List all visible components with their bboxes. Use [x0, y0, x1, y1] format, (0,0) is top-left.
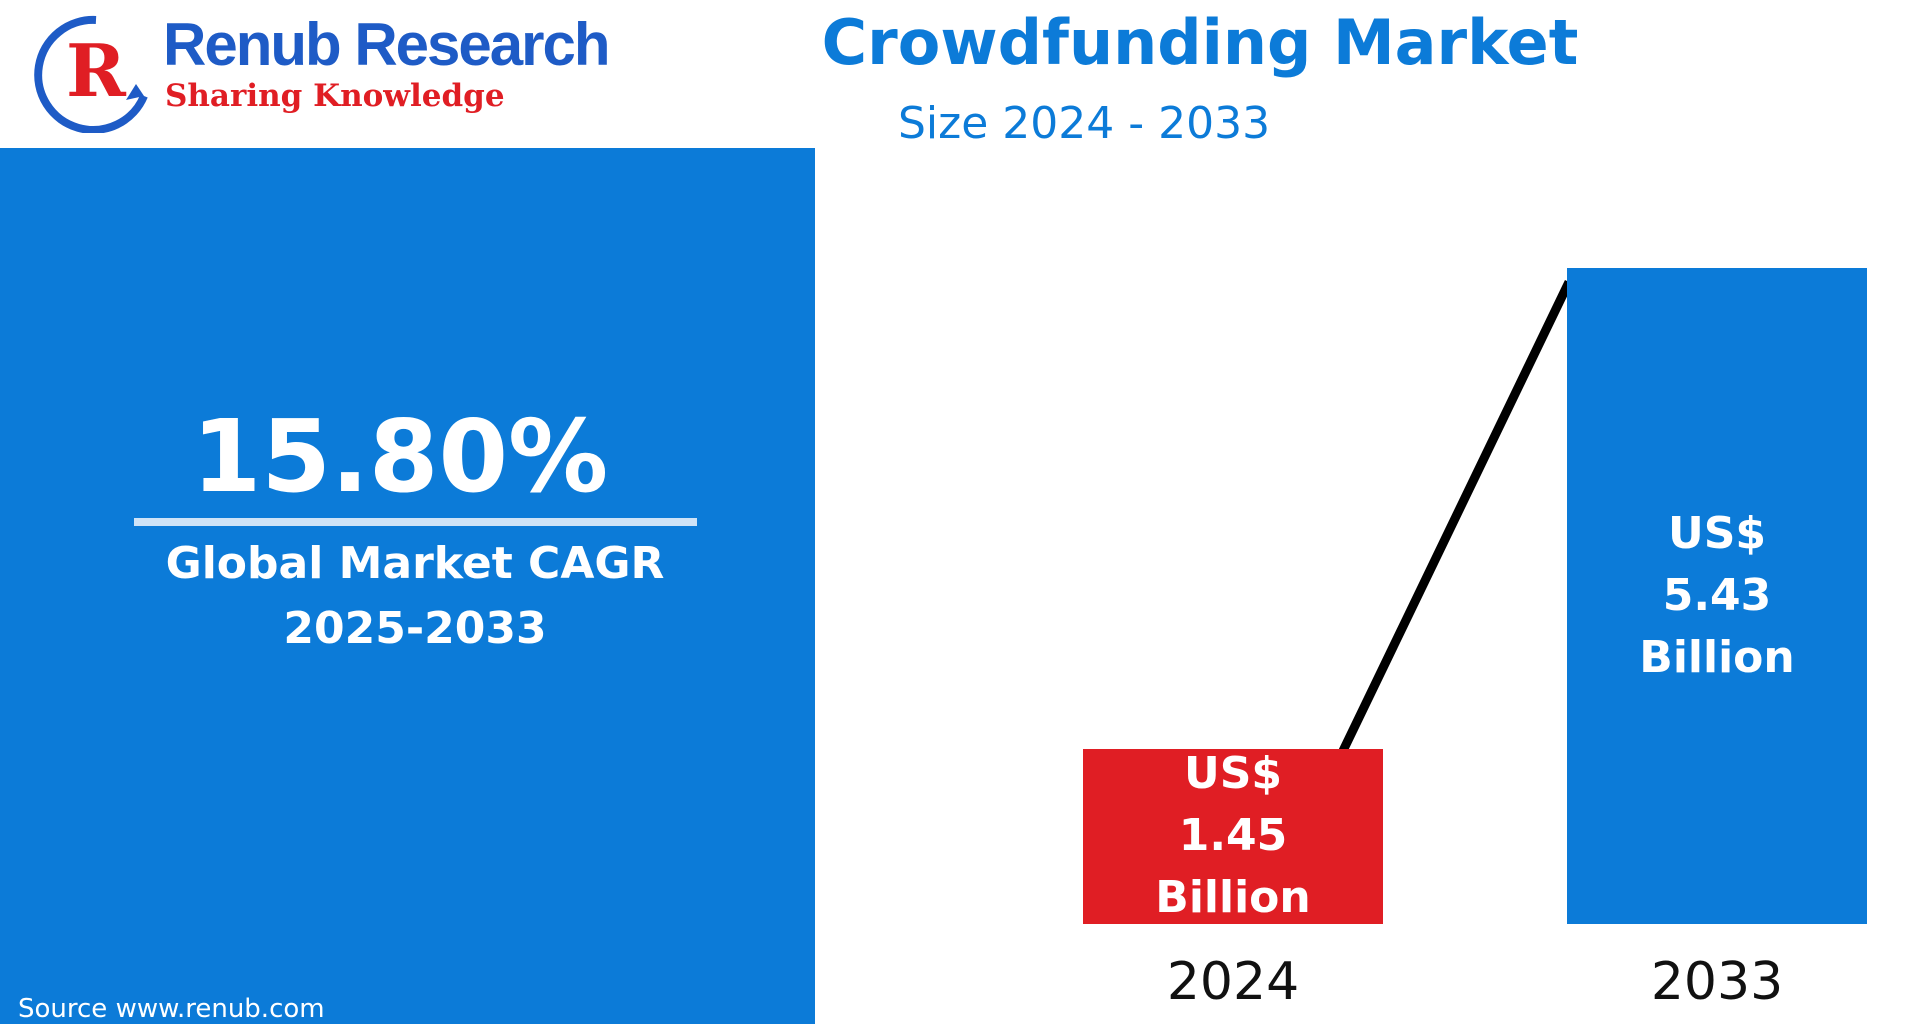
chart-subtitle: Size 2024 - 2033 [898, 98, 1271, 149]
value-label: US$ 5.43 Billion [1639, 508, 1795, 683]
x-tick-label: 2033 [1650, 952, 1784, 1012]
value-label: US$ 1.45 Billion [1155, 748, 1311, 924]
svg-text:R: R [66, 28, 127, 113]
trend-line [1338, 280, 1574, 753]
bar: US$ 5.43 Billion [1567, 268, 1867, 924]
logo-icon: R [34, 15, 148, 133]
divider [134, 518, 697, 526]
brand: Renub Research [163, 11, 610, 78]
chart-title: Crowdfunding Market [821, 6, 1579, 79]
cagr-value: 15.80% [191, 398, 609, 515]
cagr-label: Global Market CAGR [165, 538, 665, 589]
tagline: Sharing Knowledge [165, 78, 505, 114]
cagr-period: 2025-2033 [283, 603, 547, 654]
cagr-panel: 15.80% Global Market CAGR 2025-2033 Sour… [0, 148, 815, 1024]
x-tick-label: 2024 [1166, 952, 1300, 1012]
source: Source www.renub.com [18, 994, 325, 1024]
bar: US$ 1.45 Billion [1083, 748, 1383, 924]
